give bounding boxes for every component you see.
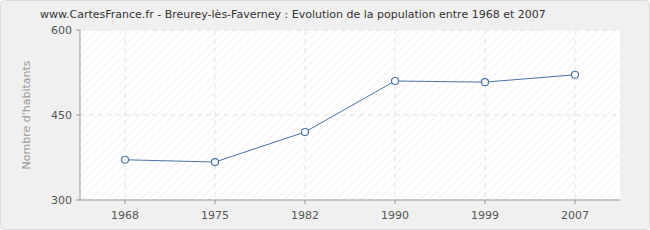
y-tick — [76, 200, 80, 201]
grid-line — [575, 30, 576, 200]
point — [482, 79, 489, 86]
grid-line — [125, 30, 126, 200]
x-tick — [485, 200, 486, 204]
grid-line — [395, 30, 396, 200]
line — [125, 75, 575, 162]
point — [572, 71, 579, 78]
x-tick-label: 1982 — [291, 209, 319, 222]
point — [212, 159, 219, 166]
y-tick-label: 300 — [51, 194, 72, 207]
point — [302, 129, 309, 136]
x-tick-label: 1975 — [201, 209, 229, 222]
grid-line — [305, 30, 306, 200]
y-axis — [80, 30, 81, 200]
y-axis-label: Nombre d'habitants — [20, 60, 33, 169]
point — [122, 156, 129, 163]
x-tick-label: 2007 — [561, 209, 589, 222]
point — [392, 78, 399, 85]
title: www.CartesFrance.fr - Breurey-lès-Favern… — [40, 8, 546, 21]
y-tick-label: 600 — [51, 24, 72, 37]
y-tick-label: 450 — [51, 109, 72, 122]
x-tick — [575, 200, 576, 204]
x-tick-label: 1990 — [381, 209, 409, 222]
x-tick — [395, 200, 396, 204]
grid-line — [80, 30, 620, 31]
data-group — [122, 71, 579, 165]
grid-line — [80, 115, 620, 116]
plot-area — [80, 30, 620, 200]
y-tick — [76, 30, 80, 31]
chart-svg: www.CartesFrance.fr - Breurey-lès-Favern… — [0, 0, 650, 230]
background — [1, 1, 650, 230]
x-tick — [215, 200, 216, 204]
x-tick — [125, 200, 126, 204]
grid-line — [215, 30, 216, 200]
chart-container: www.CartesFrance.fr - Breurey-lès-Favern… — [0, 0, 650, 230]
x-axis — [80, 200, 620, 201]
y-tick — [76, 115, 80, 116]
grid-line — [485, 30, 486, 200]
grid-line — [80, 200, 620, 201]
x-tick — [305, 200, 306, 204]
x-tick-label: 1999 — [471, 209, 499, 222]
x-tick-label: 1968 — [111, 209, 139, 222]
